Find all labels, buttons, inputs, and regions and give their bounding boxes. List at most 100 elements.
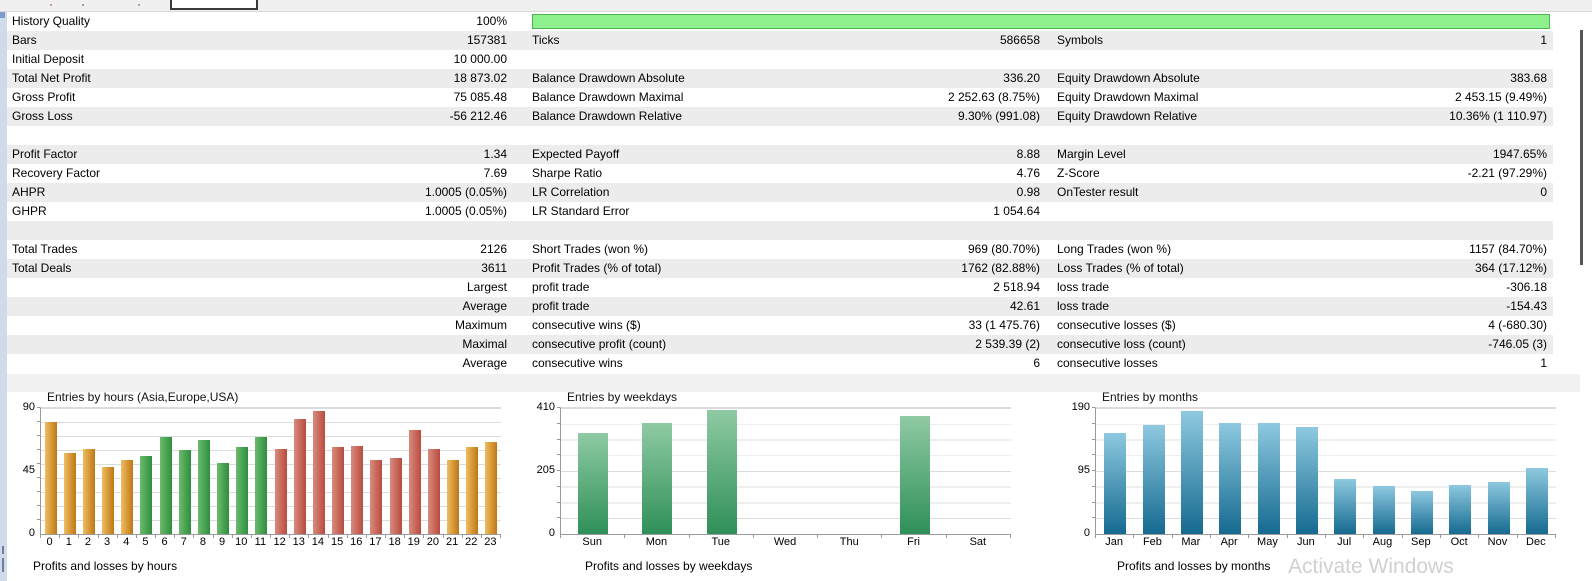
- bar-23: [485, 442, 498, 534]
- stat-label: consecutive losses ($): [1057, 318, 1176, 332]
- y-axis-tick: [557, 470, 560, 471]
- x-axis-label: 1: [65, 536, 72, 548]
- x-axis-label: 22: [465, 536, 478, 548]
- x-axis-label: 21: [445, 536, 459, 548]
- activate-windows-watermark: Activate Windows: [1288, 555, 1454, 578]
- stat-value: 3611: [481, 261, 507, 275]
- y-axis-tick: [37, 491, 40, 492]
- table-row: Gross Profit 75 085.48 Balance Drawdown Ma…: [7, 88, 1553, 107]
- stat-value: 100%: [476, 14, 507, 28]
- x-axis-tick: [1516, 534, 1518, 538]
- stat-label: LR Standard Error: [532, 204, 630, 218]
- stat-label: Balance Drawdown Relative: [532, 109, 683, 123]
- bar-Jul: [1334, 479, 1357, 534]
- stat-value: 1: [1540, 356, 1547, 370]
- x-axis-tick: [1401, 534, 1403, 538]
- entries-by-hours-chart: Entries by hours (Asia,Europe,USA) 0 45 90 0…: [0, 388, 515, 558]
- x-axis-tick: [1210, 534, 1211, 538]
- y-axis-label: 0: [548, 527, 555, 539]
- bar-17: [370, 460, 383, 534]
- stat-label: Sharpe Ratio: [532, 166, 603, 180]
- x-axis-label: Thu: [839, 536, 859, 548]
- bar-1: [63, 453, 76, 534]
- stat-label: Symbols: [1057, 33, 1104, 47]
- stat-value: -154.43: [1506, 299, 1547, 313]
- chart-plot-area: [1095, 407, 1556, 535]
- x-axis-label: Wed: [773, 536, 797, 548]
- stat-label: Profit Trades (% of total): [532, 261, 662, 275]
- table-row: [7, 221, 1553, 240]
- x-axis-label: Jul: [1337, 536, 1352, 548]
- bar-Sun: [578, 433, 609, 534]
- stat-value: Average: [462, 356, 507, 370]
- stat-value: 586658: [999, 33, 1040, 47]
- stat-label: consecutive losses: [1057, 356, 1158, 370]
- bar-9: [217, 463, 230, 534]
- y-axis-label: 190: [1071, 401, 1090, 413]
- y-axis-label: 0: [1083, 527, 1090, 539]
- bar-Aug: [1372, 486, 1395, 534]
- stat-label: Gross Profit: [12, 90, 76, 104]
- x-axis-tick: [1171, 534, 1173, 538]
- left-panel-tab-text: [2, 558, 4, 572]
- x-axis-label: 8: [199, 536, 206, 548]
- y-axis-tick: [37, 463, 40, 464]
- stat-label: consecutive wins: [532, 356, 623, 370]
- table-row: Average profit trade 42.61 loss trade -154.4…: [7, 297, 1553, 316]
- charts-separator: [7, 374, 1592, 392]
- stat-label: History Quality: [12, 14, 91, 28]
- stat-value: Maximal: [462, 337, 507, 351]
- x-axis-tick: [40, 534, 41, 538]
- table-row: Total Deals 3611 Profit Trades (% of total…: [7, 259, 1553, 278]
- bar-20: [427, 449, 440, 534]
- bar-Fri: [899, 416, 930, 534]
- y-axis-tick: [1092, 485, 1095, 487]
- x-axis-tick: [1555, 534, 1556, 538]
- bar-Mon: [642, 423, 673, 534]
- table-row: Largest profit trade 2 518.94 loss trade -30…: [7, 278, 1553, 297]
- bar-7: [178, 450, 191, 534]
- x-axis-label: 0: [46, 536, 53, 548]
- x-axis-tick: [385, 534, 386, 538]
- bar-0: [44, 422, 57, 534]
- stat-value: 75 085.48: [453, 90, 507, 104]
- table-row: Bars 157381 Ticks 586658 Symbols 1: [7, 31, 1553, 50]
- stat-value: 0: [1540, 185, 1547, 199]
- stat-value: 10.36% (1 110.97): [1449, 109, 1547, 123]
- left-panel-edge: [0, 12, 7, 581]
- stat-label: GHPR: [12, 204, 47, 218]
- x-axis-tick: [1478, 534, 1480, 538]
- stat-label: Profit Factor: [12, 147, 78, 161]
- bar-4: [121, 460, 134, 534]
- chart-title: Entries by weekdays: [567, 390, 678, 404]
- x-axis-tick: [78, 534, 80, 538]
- y-axis-tick: [557, 517, 560, 519]
- scrollbar-thumb[interactable]: [1580, 30, 1583, 265]
- stat-label: Margin Level: [1057, 147, 1126, 161]
- x-axis-tick: [1095, 534, 1096, 538]
- table-row: GHPR 1.0005 (0.05%) LR Standard Error 1 054…: [7, 202, 1553, 221]
- stat-value: -746.05 (3): [1488, 337, 1547, 351]
- stat-label: Gross Loss: [12, 109, 73, 123]
- bar-18: [389, 458, 402, 534]
- toolbar-input[interactable]: [170, 0, 258, 10]
- entries-by-weekdays-chart: Entries by weekdays 0 205 410 Sun Mon Tue Wed Th…: [520, 388, 1050, 558]
- x-axis-label: Nov: [1487, 536, 1508, 548]
- bar-Tue: [706, 410, 737, 534]
- x-axis-tick: [135, 534, 137, 538]
- x-axis-tick: [752, 534, 754, 538]
- backtest-statistics-table: History Quality 100% Bars 157381 Ticks 586658…: [7, 12, 1553, 373]
- x-axis-tick: [1010, 534, 1011, 538]
- stat-label: Equity Drawdown Relative: [1057, 109, 1198, 123]
- stat-label: Total Deals: [12, 261, 72, 275]
- table-row: Average consecutive wins 6 consecutive loss…: [7, 354, 1553, 373]
- vertical-scrollbar[interactable]: [1580, 12, 1592, 581]
- x-axis-tick: [1440, 534, 1441, 538]
- stat-value: 336.20: [1003, 71, 1040, 85]
- stat-value: -2.21 (97.29%): [1467, 166, 1547, 180]
- x-axis-tick: [289, 534, 291, 538]
- x-axis-label: 3: [104, 536, 111, 548]
- bar-8: [197, 440, 210, 534]
- x-axis-label: 15: [330, 536, 344, 548]
